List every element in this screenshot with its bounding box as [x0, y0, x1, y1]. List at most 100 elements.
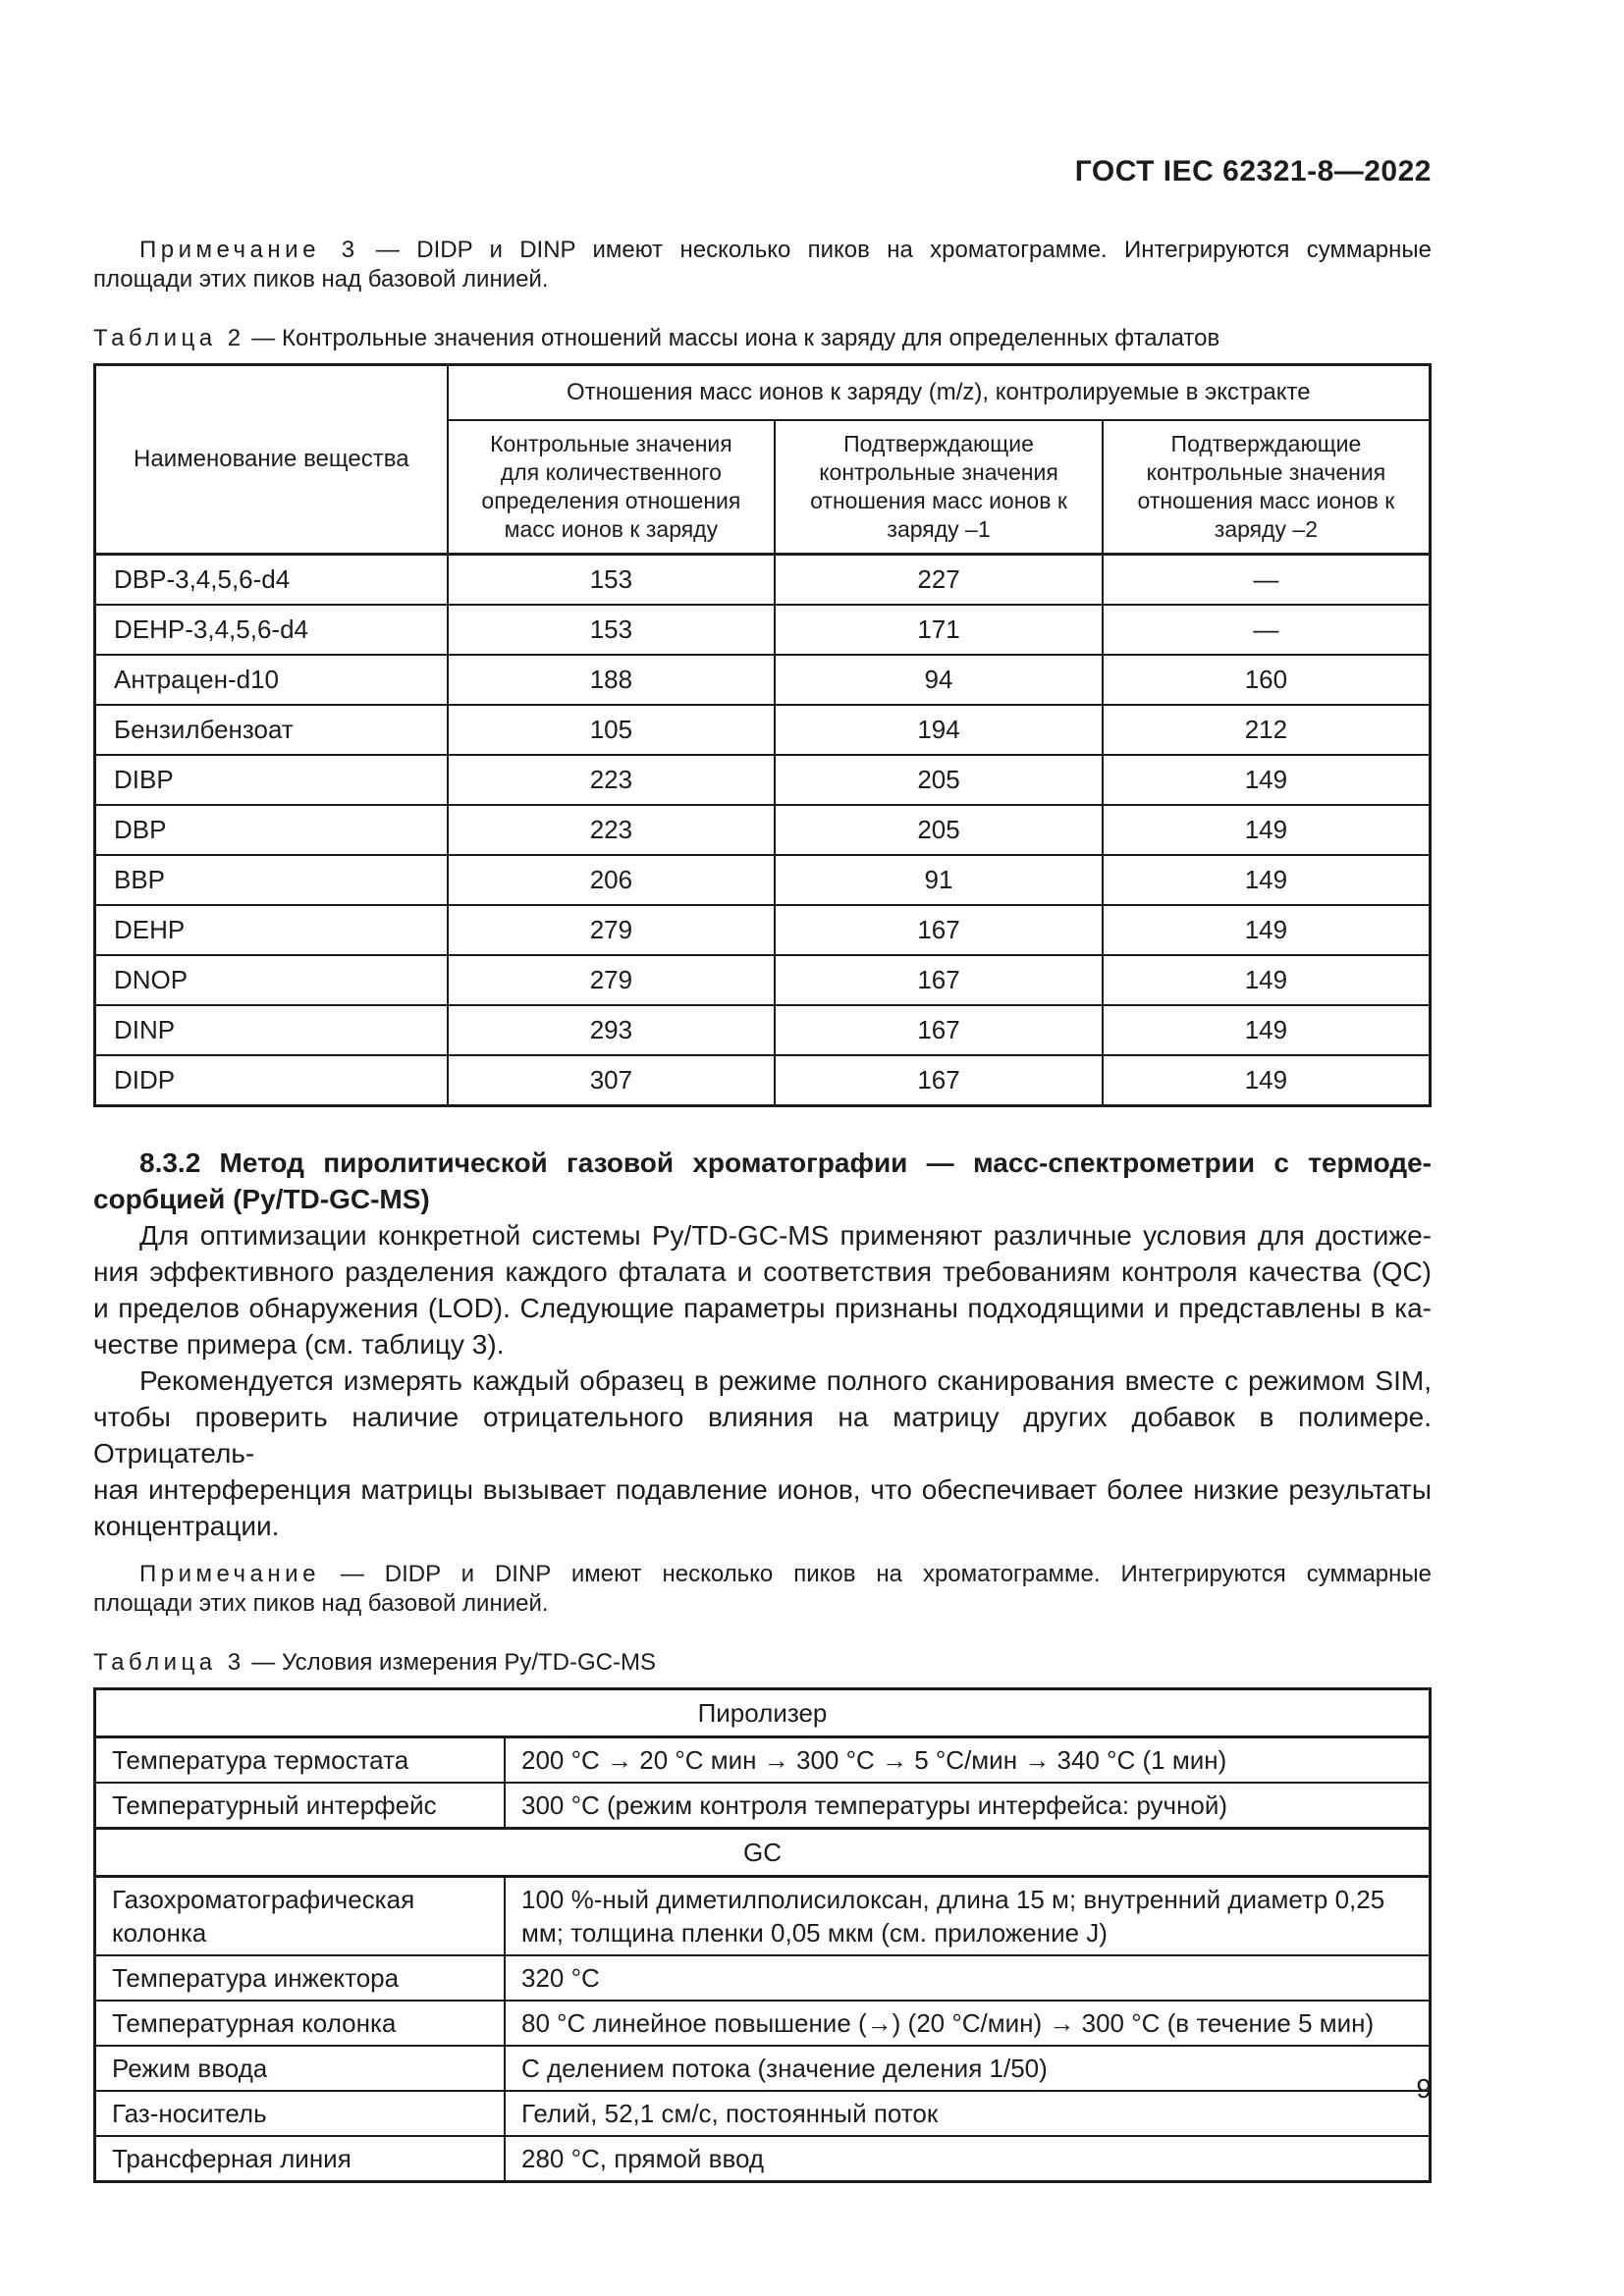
note-text: — DIDP и DINP имеют несколько пиков на х… [375, 237, 1432, 263]
confirm2-value-cell: 149 [1101, 804, 1432, 856]
text-line: Для оптимизации конкретной системы Py/TD… [139, 1220, 1432, 1251]
heading-line: 8.3.2 Метод пиролитической газовой хрома… [139, 1148, 1432, 1178]
table-row: Трансферная линия 280 °C, прямой ввод [93, 2135, 1432, 2183]
page-number: 9 [1416, 2073, 1432, 2104]
confirm1-value-cell: 194 [774, 704, 1104, 756]
confirm1-value-cell: 205 [774, 754, 1104, 806]
note-text: — DIDP и DINP имеют несколько пиков на х… [340, 1561, 1432, 1587]
quant-value-cell: 223 [446, 804, 777, 856]
param-label-cell: Температура термостата [93, 1735, 507, 1784]
text-line: площади этих пиков над базовой линией. [93, 1590, 549, 1617]
document-header: ГОСТ IEC 62321-8—2022 [1074, 155, 1432, 187]
text-line: ния эффективного разделения каждого фтал… [93, 1256, 1432, 1287]
confirm2-value-cell: 149 [1101, 754, 1432, 806]
table-row: Бензилбензоат 105 194 212 [93, 704, 1432, 756]
param-value-cell: 280 °C, прямой ввод [504, 2135, 1432, 2183]
text-line: Примечание 3 — DIDP и DINP имеют несколь… [93, 236, 1432, 265]
param-label-cell: Режим ввода [93, 2045, 507, 2092]
substance-name-cell: DIDP [93, 1054, 449, 1107]
table-row: Газохроматографическая колонка 100 %-ный… [93, 1875, 1432, 1956]
substance-name-cell: BBP [93, 854, 449, 906]
table-row: Газ-носитель Гелий, 52,1 см/с, постоянны… [93, 2090, 1432, 2137]
quant-value-cell: 223 [446, 754, 777, 806]
table-row: DBP-3,4,5,6-d4 153 227 — [93, 553, 1432, 606]
substance-name-cell: Бензилбензоат [93, 704, 449, 756]
section-title-cell: GC [93, 1827, 1432, 1878]
note-label: Примечание 3 [139, 237, 359, 263]
confirm2-value-cell: 149 [1101, 904, 1432, 956]
heading-line: сорбцией (Py/TD-GC-MS) [93, 1184, 430, 1214]
col-header-confirming-2: Подтверждающие контрольные значения отно… [1101, 419, 1432, 556]
quant-value-cell: 188 [446, 654, 777, 706]
table-row: Режим ввода С делением потока (значение … [93, 2045, 1432, 2092]
quant-value-cell: 206 [446, 854, 777, 906]
confirm1-value-cell: 167 [774, 904, 1104, 956]
confirm2-value-cell: 212 [1101, 704, 1432, 756]
section-row: GC [93, 1827, 1432, 1878]
quant-value-cell: 153 [446, 553, 777, 606]
table2-caption-label: Таблица 2 [93, 325, 245, 351]
page-content: ГОСТ IEC 62321-8—2022 Примечание 3 — DID… [93, 155, 1432, 2183]
confirm1-value-cell: 167 [774, 1054, 1104, 1107]
table-3-measurement-conditions: Пиролизер Температура термостата 200 °C … [93, 1687, 1432, 2183]
table-row: Температура термостата 200 °C → 20 °C ми… [93, 1735, 1432, 1784]
table3-caption: Таблица 3 — Условия измерения Py/TD-GC-M… [93, 1648, 1432, 1678]
confirm2-value-cell: — [1101, 553, 1432, 606]
confirm1-value-cell: 94 [774, 654, 1104, 706]
table-row: Температурный интерфейс 300 °C (режим ко… [93, 1782, 1432, 1830]
confirm2-value-cell: 149 [1101, 1054, 1432, 1107]
confirm2-value-cell: 149 [1101, 1004, 1432, 1056]
param-value-cell: 320 °C [504, 1954, 1432, 2002]
table-row: DIBP 223 205 149 [93, 754, 1432, 806]
table-row: DIDP 307 167 149 [93, 1054, 1432, 1107]
table2-header: Наименование вещества Отношения масс ион… [93, 363, 1432, 556]
param-value-cell: С делением потока (значение деления 1/50… [504, 2045, 1432, 2092]
col-header-substance: Наименование вещества [93, 363, 449, 556]
note-3: Примечание 3 — DIDP и DINP имеют несколь… [93, 236, 1432, 294]
substance-name-cell: Антрацен-d10 [93, 654, 449, 706]
text-line: концентрации. [93, 1511, 280, 1541]
text-line: чтобы проверить наличие отрицательного в… [93, 1402, 1432, 1468]
text-line: ная интерференция матрицы вызывает подав… [93, 1474, 1432, 1505]
table3-pyrolyzer-rows: Температура термостата 200 °C → 20 °C ми… [93, 1735, 1432, 1830]
col-header-quantification: Контрольные значения для количественного… [446, 419, 777, 556]
substance-name-cell: DINP [93, 1004, 449, 1056]
table3-section-pyrolyzer: Пиролизер [93, 1687, 1432, 1738]
table-row: DINP 293 167 149 [93, 1004, 1432, 1056]
table3-caption-label: Таблица 3 [93, 1649, 245, 1676]
text-line: честве примера (см. таблицу 3). [93, 1329, 505, 1360]
substance-name-cell: DNOP [93, 954, 449, 1006]
text-line: Примечание — DIDP и DINP имеют несколько… [93, 1560, 1432, 1589]
section-heading-8-3-2: 8.3.2 Метод пиролитической газовой хрома… [93, 1145, 1432, 1217]
table3-caption-text: — Условия измерения Py/TD-GC-MS [251, 1649, 656, 1676]
section-row: Пиролизер [93, 1687, 1432, 1738]
confirm1-value-cell: 167 [774, 954, 1104, 1006]
table-row: Антрацен-d10 188 94 160 [93, 654, 1432, 706]
quant-value-cell: 279 [446, 904, 777, 956]
table-row: Температура инжектора 320 °C [93, 1954, 1432, 2002]
paragraph-2: Рекомендуется измерять каждый образец в … [93, 1362, 1432, 1544]
table-row: Температурная колонка 80 °C линейное пов… [93, 2000, 1432, 2047]
section-title-cell: Пиролизер [93, 1687, 1432, 1738]
confirm1-value-cell: 205 [774, 804, 1104, 856]
param-value-cell: 300 °C (режим контроля температуры интер… [504, 1782, 1432, 1830]
table-row: DEHP-3,4,5,6-d4 153 171 — [93, 604, 1432, 656]
param-label-cell: Газ-носитель [93, 2090, 507, 2137]
note-label: Примечание [139, 1561, 320, 1587]
confirm2-value-cell: 160 [1101, 654, 1432, 706]
confirm1-value-cell: 167 [774, 1004, 1104, 1056]
substance-name-cell: DEHP-3,4,5,6-d4 [93, 604, 449, 656]
param-label-cell: Температурный интерфейс [93, 1782, 507, 1830]
col-header-confirming-1: Подтверждающие контрольные значения отно… [774, 419, 1104, 556]
text-line: площади этих пиков над базовой линией. [93, 266, 549, 293]
table-row: DNOP 279 167 149 [93, 954, 1432, 1006]
table-row: BBP 206 91 149 [93, 854, 1432, 906]
table3-gc-rows: Газохроматографическая колонка 100 %-ный… [93, 1875, 1432, 2183]
quant-value-cell: 293 [446, 1004, 777, 1056]
confirm1-value-cell: 91 [774, 854, 1104, 906]
param-label-cell: Газохроматографическая колонка [93, 1875, 507, 1956]
substance-name-cell: DBP-3,4,5,6-d4 [93, 553, 449, 606]
quant-value-cell: 105 [446, 704, 777, 756]
confirm1-value-cell: 227 [774, 553, 1104, 606]
